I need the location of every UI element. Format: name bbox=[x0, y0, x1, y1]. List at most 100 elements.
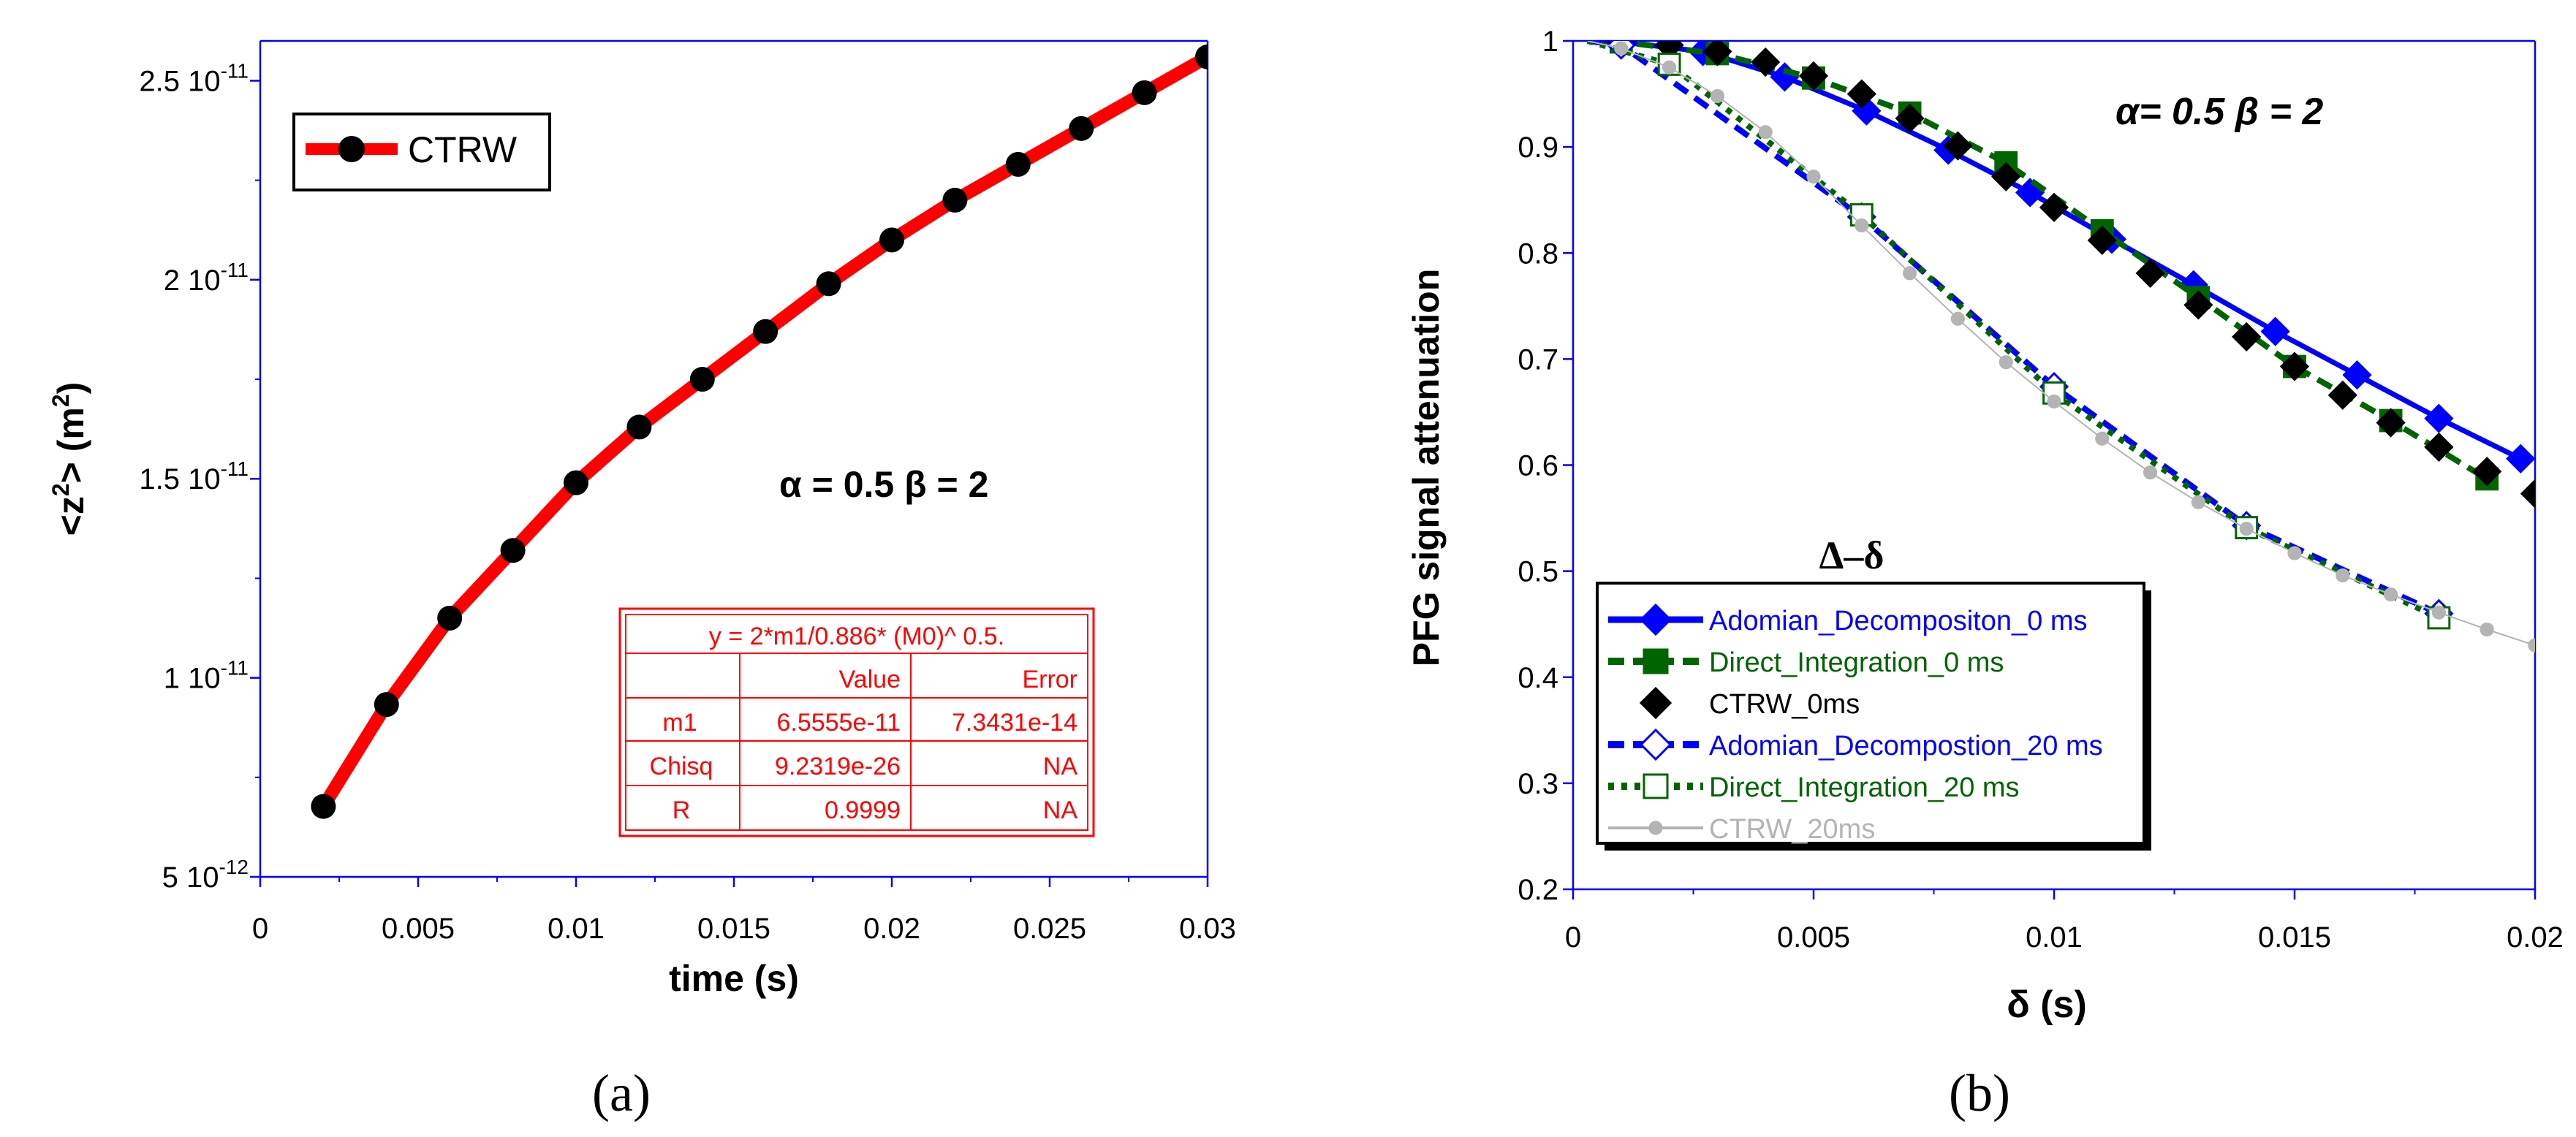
data-point-ctrw-20ms bbox=[2480, 622, 2494, 637]
data-point-ctrw bbox=[1195, 44, 1208, 69]
legend-marker-direct-integration-0ms bbox=[1643, 648, 1669, 674]
y-tick-label: 2 10-11 bbox=[164, 259, 249, 297]
data-point-ctrw-0ms bbox=[2232, 322, 2262, 352]
panel-b-chart: 0 0.005 0.01 0.015 0.02 0.2 0.3 0.4 0.5 0.6 0.7 0.8… bbox=[1406, 26, 2564, 1122]
data-point-ctrw-0ms bbox=[1943, 131, 1973, 161]
data-point-ctrw bbox=[437, 605, 463, 631]
y-tick-label: 0.9 bbox=[1518, 132, 1558, 164]
fit-row-chisq-value: 9.2319e-26 bbox=[775, 753, 901, 780]
ylabel-sup-1: 2 bbox=[48, 483, 74, 496]
fit-header-error: Error bbox=[1022, 666, 1077, 693]
data-point-ctrw-20ms bbox=[2528, 638, 2535, 653]
data-point-ctrw bbox=[879, 227, 904, 253]
y-tick-label: 0.8 bbox=[1518, 237, 1558, 270]
x-tick-label: 0 bbox=[252, 913, 268, 945]
legend-title-delta: Δ–δ bbox=[1819, 533, 1884, 577]
x-tick-label: 0.025 bbox=[1013, 913, 1086, 945]
data-point-ctrw-20ms bbox=[2431, 605, 2446, 620]
fit-row-chisq-label: Chisq bbox=[650, 753, 713, 780]
data-point-ctrw-0ms bbox=[1751, 47, 1781, 77]
panel-b-x-axis-label: δ (s) bbox=[2007, 984, 2087, 1026]
panel-a-caption: (a) bbox=[592, 1064, 651, 1122]
y-tick-label: 1 10-11 bbox=[164, 657, 249, 695]
x-tick-label: 0.015 bbox=[697, 913, 770, 945]
data-point-ctrw-20ms bbox=[1806, 170, 1821, 184]
data-point-ctrw-0ms bbox=[2087, 225, 2117, 255]
data-point-adomian-0ms bbox=[2506, 444, 2535, 474]
data-point-ctrw-20ms bbox=[1950, 311, 1965, 326]
fit-row-m1-label: m1 bbox=[662, 709, 697, 737]
x-tick-label: 0.03 bbox=[1179, 913, 1236, 945]
y-tick-label: 0.7 bbox=[1518, 343, 1558, 376]
panel-a-legend: CTRW bbox=[292, 113, 551, 191]
data-point-adomian-0ms bbox=[2342, 360, 2372, 390]
data-point-ctrw-0ms bbox=[2279, 351, 2310, 381]
ylabel-part-3: ) bbox=[50, 382, 91, 395]
fit-equation: y = 2*m1/0.886* (M0)^ 0.5. bbox=[709, 623, 1004, 650]
data-point-ctrw-20ms bbox=[2287, 546, 2302, 560]
y-tick-label: 0.6 bbox=[1518, 450, 1558, 482]
data-point-ctrw bbox=[564, 470, 588, 495]
data-point-ctrw bbox=[311, 794, 336, 819]
data-point-ctrw-0ms bbox=[2520, 479, 2535, 509]
data-point-ctrw-0ms bbox=[1991, 161, 2021, 191]
ylabel-sup-2: 2 bbox=[48, 394, 74, 407]
fit-row-m1-error: 7.3431e-14 bbox=[952, 709, 1077, 737]
data-point-direct-integration-20ms bbox=[2042, 381, 2066, 405]
data-point-ctrw-20ms bbox=[1710, 88, 1724, 104]
ylabel-part-2: > (m bbox=[50, 407, 91, 483]
data-point-ctrw bbox=[1069, 115, 1094, 141]
data-point-ctrw bbox=[1005, 151, 1031, 177]
data-point-ctrw-20ms bbox=[1999, 355, 2013, 370]
panel-b-caption: (b) bbox=[1949, 1064, 2010, 1122]
data-point-ctrw-20ms bbox=[1614, 41, 1629, 56]
data-point-adomian-0ms bbox=[2424, 403, 2454, 433]
x-tick-label: 0.005 bbox=[1777, 921, 1850, 954]
x-tick-label: 0.015 bbox=[2258, 921, 2331, 954]
x-tick-label: 0 bbox=[1565, 921, 1581, 954]
x-tick-label: 0.005 bbox=[382, 913, 455, 945]
y-tick-label: 2.5 10-11 bbox=[139, 59, 249, 97]
fit-row-r-label: R bbox=[673, 796, 691, 824]
fit-table: y = 2*m1/0.886* (M0)^ 0.5. Value Error m… bbox=[618, 607, 1095, 837]
data-point-ctrw-20ms bbox=[2336, 568, 2350, 583]
data-point-ctrw-0ms bbox=[1702, 41, 1732, 66]
data-point-ctrw-20ms bbox=[1903, 266, 1917, 281]
legend-marker-direct-integration-20ms bbox=[1643, 773, 1669, 799]
fit-row-r-value: 0.9999 bbox=[825, 796, 901, 824]
y-tick-label: 5 10-12 bbox=[162, 856, 249, 894]
panel-a-annotation: α = 0.5 β = 2 bbox=[779, 464, 988, 505]
data-point-ctrw-0ms bbox=[2472, 457, 2502, 487]
data-point-ctrw bbox=[942, 187, 968, 213]
data-point-ctrw bbox=[500, 538, 526, 563]
x-tick-label: 0.02 bbox=[863, 913, 920, 945]
data-point-ctrw-20ms bbox=[1662, 60, 1677, 75]
data-point-ctrw-0ms bbox=[2039, 192, 2069, 222]
legend-marker-ctrw bbox=[338, 136, 365, 162]
panel-a-x-axis-label: time (s) bbox=[669, 958, 799, 999]
data-point-ctrw-0ms bbox=[2424, 432, 2454, 462]
data-point-ctrw bbox=[626, 414, 652, 440]
legend-label-ctrw-0ms: CTRW_0ms bbox=[1709, 689, 1860, 720]
data-point-ctrw-20ms bbox=[2384, 587, 2398, 602]
x-tick-label: 0.01 bbox=[2026, 921, 2083, 954]
data-point-ctrw-0ms bbox=[1895, 103, 1925, 134]
data-point-ctrw bbox=[753, 319, 779, 344]
panel-b-annotation: α= 0.5 β = 2 bbox=[2115, 91, 2323, 133]
x-tick-label: 0.01 bbox=[548, 913, 605, 945]
data-point-ctrw bbox=[374, 692, 399, 718]
data-point-ctrw-0ms bbox=[2183, 290, 2213, 320]
panel-b-legend: Adomian_Decompositon_0 ms Direct_Integrat… bbox=[1596, 582, 2151, 851]
data-point-ctrw-0ms bbox=[2135, 258, 2165, 288]
data-point-ctrw-20ms bbox=[1855, 218, 1869, 233]
legend-label-adomian-20ms: Adomian_Decompostion_20 ms bbox=[1709, 731, 2103, 761]
data-point-ctrw-20ms bbox=[2191, 495, 2205, 509]
data-point-ctrw bbox=[1132, 80, 1157, 105]
legend-marker-ctrw-20ms bbox=[1648, 821, 1663, 835]
y-tick-label: 0.2 bbox=[1518, 874, 1558, 906]
data-point-ctrw-20ms bbox=[2143, 465, 2158, 480]
legend-label-ctrw-20ms: CTRW_20ms bbox=[1709, 814, 1875, 845]
data-point-ctrw-20ms bbox=[2047, 394, 2061, 409]
legend-label-adomian-0ms: Adomian_Decompositon_0 ms bbox=[1709, 606, 2088, 636]
